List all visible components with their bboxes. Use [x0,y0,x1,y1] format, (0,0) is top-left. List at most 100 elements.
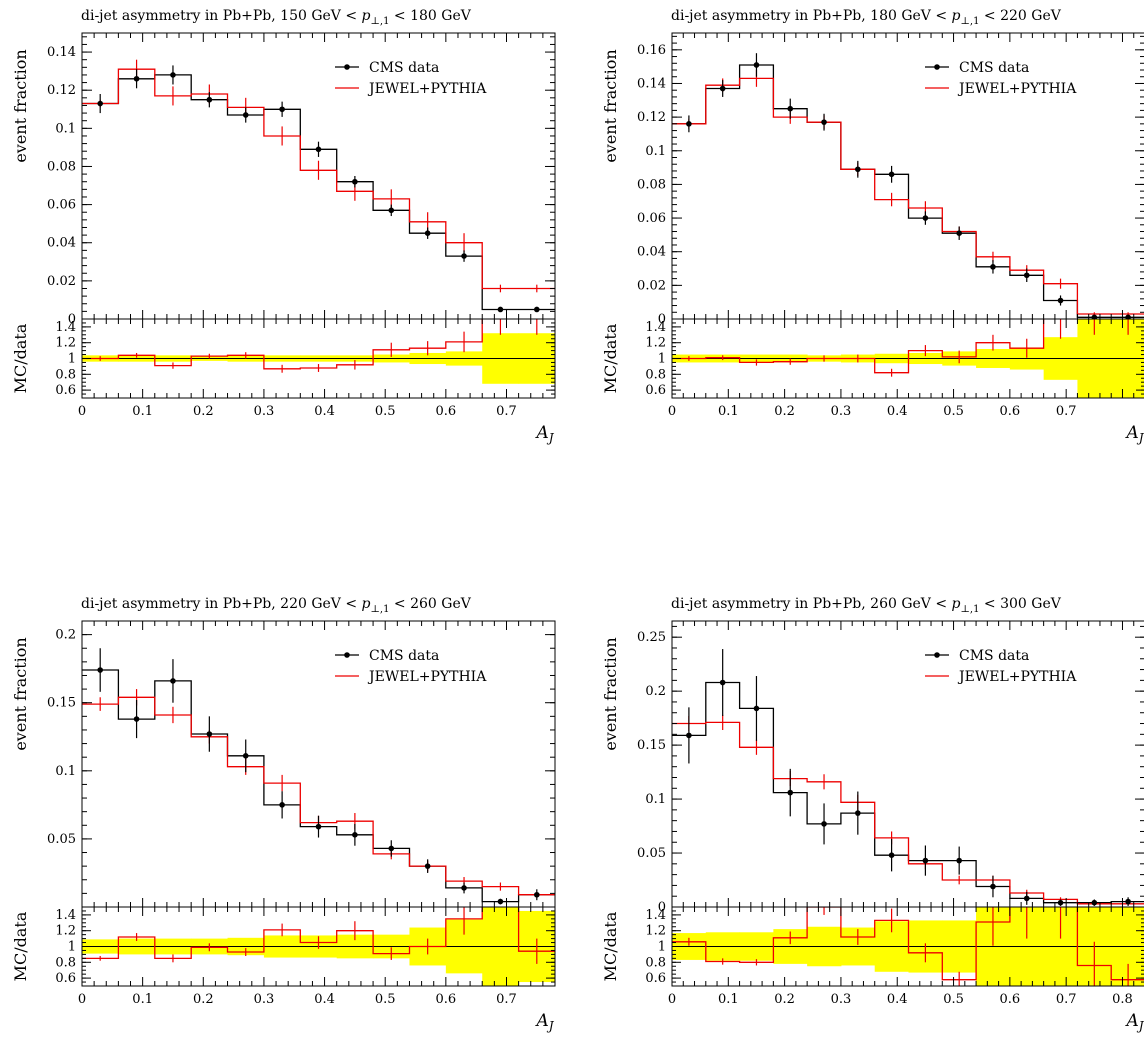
data-point [534,891,540,898]
ratio-y-tick-label: 1.4 [55,320,76,335]
cms-data-histogram [672,681,1144,904]
chart-panel-1: di-jet asymmetry in Pb+Pb, 150 GeV < p⊥,… [11,8,556,445]
x-tick-label: 0.7 [1056,992,1077,1007]
x-tick-label: 0.3 [254,992,275,1007]
data-point [424,863,431,869]
y-axis-label: event fraction [601,637,620,750]
data-point [206,96,213,103]
chart-title-text: di-jet asymmetry in Pb+Pb, 180 GeV < [671,8,952,24]
x-axis-label-subscript: J [546,431,555,445]
data-point [753,62,760,68]
x-tick-label: 0.4 [887,404,908,419]
legend-data-label: CMS data [369,648,439,664]
x-tick-label: 0.5 [375,404,396,419]
x-axis-label-subscript: J [1136,431,1144,445]
chart-panel-4: di-jet asymmetry in Pb+Pb, 260 GeV < p⊥,… [601,596,1144,1033]
data-point [497,306,504,313]
ratio-y-tick-label: 1.4 [645,908,666,923]
data-point [855,810,861,816]
x-tick-label: 0.2 [193,404,214,419]
chart-panel-2: di-jet asymmetry in Pb+Pb, 180 GeV < p⊥,… [601,8,1144,445]
chart-title-text-end: < 260 GeV [389,596,471,612]
chart-title-text: di-jet asymmetry in Pb+Pb, 260 GeV < [671,596,952,612]
y-tick-label: 0 [658,900,666,915]
data-point [242,112,249,118]
x-axis-label: AJ [1124,423,1144,445]
y-tick-label: 0.12 [637,110,666,125]
chart-title-symbol: p [952,8,961,24]
chart-title-subscript: ⊥,1 [961,604,980,615]
data-point [956,230,962,236]
legend-data-marker [934,652,940,658]
y-tick-label: 0.2 [645,684,666,699]
y-tick-label: 0.15 [47,696,76,711]
legend-mc-label: JEWEL+PYTHIA [957,81,1077,97]
x-tick-label: 0.6 [436,992,457,1007]
data-point [1023,272,1030,279]
ratio-y-tick-label: 0.8 [645,367,666,382]
x-tick-label: 0.2 [774,992,795,1007]
x-tick-label: 0.5 [375,992,396,1007]
ratio-y-axis-label: MC/data [601,911,620,981]
ratio-y-axis: 0.60.811.21.4 [645,318,1144,399]
x-tick-label: 0.3 [831,404,852,419]
chart-title-symbol: p [362,596,371,612]
y-tick-label: 0 [658,312,666,327]
ratio-histogram [672,907,1144,981]
x-tick-label: 0.2 [193,992,214,1007]
x-tick-label: 0 [78,992,86,1007]
jewel-pythia-histogram [672,77,1144,315]
data-point [787,789,794,796]
chart-title-subscript: ⊥,1 [961,16,980,27]
y-tick-label: 0.08 [47,159,76,174]
x-tick-label: 0.3 [831,992,852,1007]
chart-title-text: di-jet asymmetry in Pb+Pb, 150 GeV < [81,8,362,24]
data-point [1023,895,1030,902]
ratio-y-tick-label: 1 [68,352,76,367]
y-tick-label: 0.08 [637,177,666,192]
data-point [990,264,996,270]
y-tick-label: 0.12 [47,83,76,98]
x-axis-label-symbol: A [534,423,548,443]
x-axis: 0 0.1 0.2 0.3 0.4 0.5 0.6 0.7 0.8 [668,621,1135,1007]
chart-title-symbol: p [952,596,961,612]
data-point [534,306,540,313]
data-point [719,85,726,92]
x-axis-label-subscript: J [546,1019,555,1033]
y-tick-label: 0.06 [47,198,76,213]
y-tick-label: 0.14 [637,76,666,91]
x-axis-label-symbol: A [534,1011,548,1031]
data-point [787,105,794,112]
data-point [315,823,322,830]
ratio-plot-area [672,907,1144,986]
y-tick-label: 0.1 [645,144,666,159]
y-tick-label: 0.04 [637,245,666,260]
x-tick-label: 0.6 [1000,404,1021,419]
legend-data-label: CMS data [369,60,439,76]
legend: CMS data JEWEL+PYTHIA [925,60,1077,97]
ratio-y-axis: 0.60.811.21.4 [55,906,555,987]
jewel-pythia-histogram [672,721,1144,905]
x-axis: 0 0.1 0.2 0.3 0.4 0.5 0.6 0.7 [78,621,556,1007]
x-axis-label-symbol: A [1124,1011,1138,1031]
chart-title-text-end: < 300 GeV [979,596,1061,612]
cms-data-histogram [672,64,1144,318]
chart-title-text: di-jet asymmetry in Pb+Pb, 220 GeV < [81,596,362,612]
x-axis-label: AJ [534,423,554,445]
x-tick-label: 0 [668,404,676,419]
y-tick-label: 0.05 [637,846,666,861]
y-axis-label: event fraction [601,49,620,162]
legend-data-label: CMS data [959,648,1029,664]
y-tick-label: 0.1 [55,121,76,136]
chart-title: di-jet asymmetry in Pb+Pb, 180 GeV < p⊥,… [671,8,1062,27]
x-tick-label: 0.2 [774,404,795,419]
ratio-plot-area [82,319,538,373]
y-tick-label: 0.25 [637,630,666,645]
ratio-y-axis: 0.60.811.21.4 [645,906,1144,987]
x-tick-label: 0 [668,992,676,1007]
ratio-y-axis-label: MC/data [11,911,30,981]
x-tick-label: 0.1 [132,992,153,1007]
chart-title: di-jet asymmetry in Pb+Pb, 150 GeV < p⊥,… [81,8,472,27]
main-plot-area [672,53,1144,319]
x-tick-label: 0.7 [1056,404,1077,419]
